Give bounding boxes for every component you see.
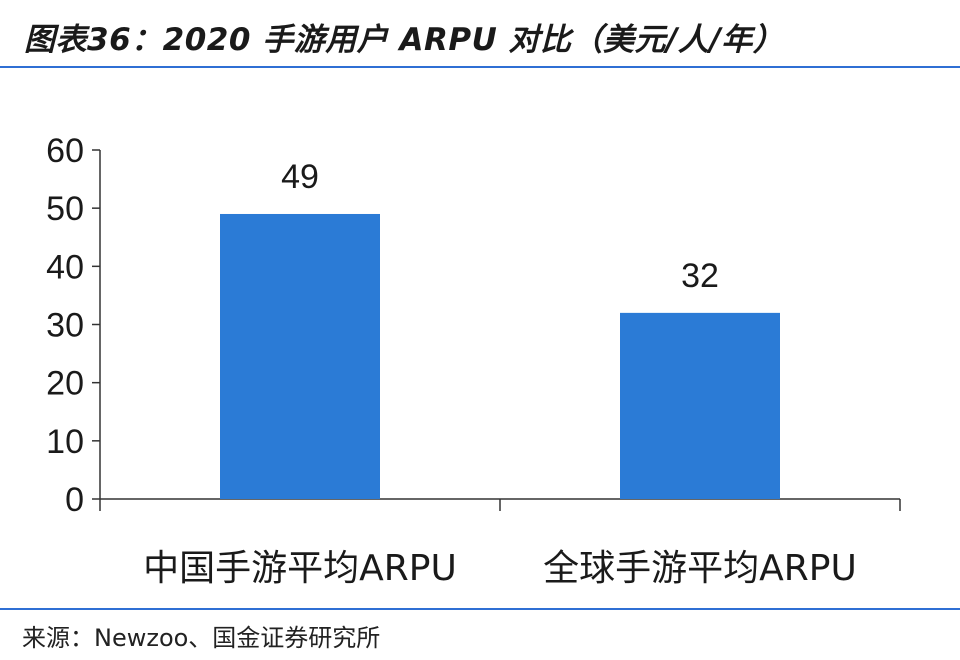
source-note: 来源：Newzoo、国金证券研究所	[22, 624, 381, 652]
y-tick-label: 40	[46, 248, 84, 286]
bar-value-label: 49	[281, 158, 319, 196]
y-axis: 0 10 20 30 40 50 60	[46, 132, 101, 519]
y-tick-label: 0	[65, 481, 84, 519]
bar-chart: 0 10 20 30 40 50 60 49 32 中国手游平均ARPU 全球手游平均ARPU	[46, 132, 901, 589]
y-tick-label: 60	[46, 132, 84, 170]
y-tick-label: 10	[46, 423, 84, 461]
y-tick-label: 50	[46, 190, 84, 228]
category-label: 中国手游平均ARPU	[143, 548, 457, 589]
chart-title: 图表36：2020 手游用户 ARPU 对比（美元/人/年）	[24, 22, 785, 58]
title-divider	[0, 66, 960, 68]
bar-value-label: 32	[681, 257, 719, 295]
y-tick-label: 20	[46, 365, 84, 403]
y-tick-label: 30	[46, 307, 84, 345]
footer-divider	[0, 608, 960, 610]
data-labels: 49 32	[281, 158, 719, 295]
x-axis	[99, 498, 901, 511]
bar	[620, 312, 780, 499]
category-label: 全球手游平均ARPU	[543, 548, 857, 589]
category-labels: 中国手游平均ARPU 全球手游平均ARPU	[143, 548, 857, 589]
bar	[220, 213, 380, 499]
bars	[220, 213, 780, 499]
